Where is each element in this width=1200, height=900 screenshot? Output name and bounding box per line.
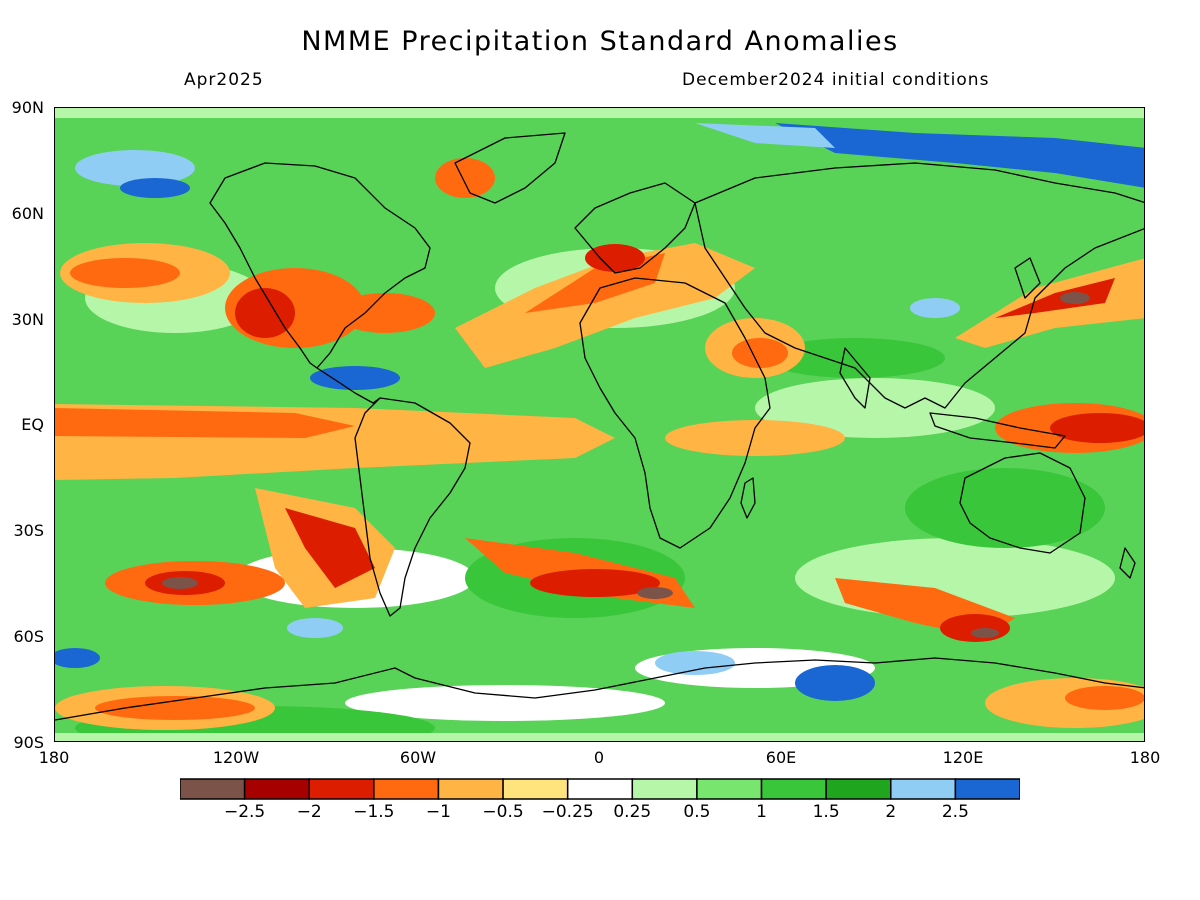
colorbar-swatch [825,778,892,800]
colorbar-tick-label: 0.5 [683,802,711,822]
lat-label-30n: 30N [11,310,44,329]
colorbar-tick-label: 1.5 [812,802,840,822]
forecast-month: Apr2025 [184,70,264,90]
lon-label-60w: 60W [399,748,437,767]
lat-label-90s: 90S [13,733,44,752]
colorbar-swatch [437,778,504,800]
colorbar-tick-label: −0.5 [482,802,524,822]
chart-title: NMME Precipitation Standard Anomalies [301,26,899,57]
colorbar-tick-label: 2 [885,802,897,822]
colorbar-swatch [566,778,634,800]
colorbar-swatch [760,778,827,800]
lon-label-120w: 120W [212,748,260,767]
colorbar-swatch [631,778,698,800]
colorbar-tick-label: −1.5 [353,802,395,822]
colorbar-swatch [180,778,246,800]
colorbar-tick-label: −1 [425,802,451,822]
lat-label-60n: 60N [11,204,44,223]
colorbar-tick-label: 1 [756,802,767,822]
colorbar-tick-label: −0.25 [541,802,594,822]
colorbar-swatch [954,778,1020,800]
lat-label-eq: EQ [21,415,44,434]
colorbar-swatch [890,778,957,800]
anomaly-fields [55,108,1144,741]
colorbar-swatch [243,778,310,800]
precipitation-anomaly-map [54,107,1145,742]
lon-label-180w: 180 [38,748,70,767]
colorbar-tick-label: 2.5 [941,802,969,822]
colorbar-tick-label: 0.25 [613,802,652,822]
lon-label-180e: 180 [1129,748,1161,767]
coastlines [55,132,1144,721]
colorbar-swatch [308,778,375,800]
lon-label-60e: 60E [765,748,797,767]
colorbar [180,778,1020,800]
lon-label-0: 0 [593,748,605,767]
colorbar-tick-label: −2 [296,802,322,822]
colorbar-swatch [502,778,569,800]
lat-label-90n: 90N [11,98,44,117]
colorbar-swatch [696,778,763,800]
colorbar-swatch [373,778,440,800]
initial-conditions-label: December2024 initial conditions [682,70,990,90]
lat-label-30s: 30S [13,521,44,540]
lon-label-120e: 120E [942,748,984,767]
lat-label-60s: 60S [13,627,44,646]
map-canvas [55,108,1144,741]
colorbar-tick-label: −2.5 [223,802,266,822]
